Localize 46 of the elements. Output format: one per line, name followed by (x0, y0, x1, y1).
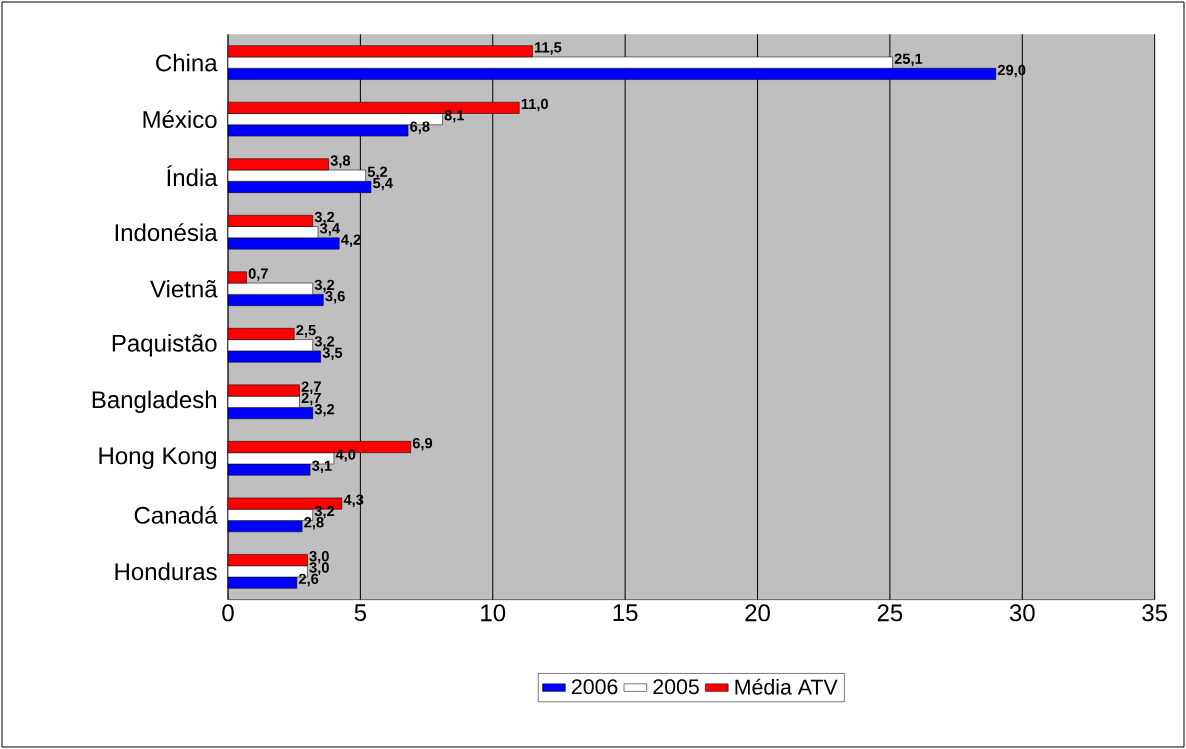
y-tick-label: México (143, 110, 217, 129)
x-tick-label: 25 (877, 604, 903, 622)
data-label: 2,7 (301, 381, 321, 394)
y-tick-label: Canadá (134, 505, 218, 524)
x-tick-label: 0 (222, 604, 234, 622)
data-label: 2,5 (296, 324, 316, 338)
y-tick-label: Indonésia (115, 223, 218, 242)
x-tick-label: 30 (1009, 604, 1035, 622)
data-label: 4,0 (335, 449, 356, 462)
data-label: 3,2 (314, 505, 335, 519)
x-tick-label: 35 (1142, 604, 1167, 622)
y-tick-label: China (156, 53, 218, 72)
data-label: 3,4 (319, 223, 340, 236)
legend-label: Média ATV (735, 678, 838, 695)
data-label: 3,0 (309, 562, 329, 575)
data-label: 6,9 (412, 437, 433, 451)
x-tick-label: 20 (745, 604, 770, 622)
y-tick-label: Hong Kong (99, 447, 217, 470)
data-label: 11,0 (521, 98, 548, 112)
data-label: 11,5 (535, 42, 562, 55)
data-label: 2,8 (304, 517, 324, 530)
data-label: 25,1 (894, 53, 923, 67)
data-label: 3,2 (314, 336, 335, 349)
y-tick-label: Paquistão (112, 334, 217, 357)
data-label: 3,6 (325, 290, 345, 304)
x-tick-label: 5 (354, 604, 367, 622)
data-label: 3,8 (330, 155, 351, 168)
data-label: 3,5 (322, 347, 343, 361)
x-tick-label: 15 (613, 604, 638, 622)
y-tick-label: Índia (167, 165, 218, 187)
data-label: 5,4 (373, 177, 393, 191)
x-tick-label: 10 (481, 604, 506, 622)
data-label: 3,0 (309, 551, 329, 564)
data-label: 6,8 (410, 121, 430, 134)
data-label: 2,7 (301, 392, 321, 406)
y-tick-label: Honduras (115, 562, 217, 581)
data-label: 3,1 (312, 460, 332, 474)
data-label: 2,6 (298, 573, 319, 587)
data-label: 3,2 (314, 404, 335, 417)
data-label: 0,7 (248, 268, 268, 281)
legend-label: 2006 (571, 679, 618, 695)
y-tick-label: Vietnã (150, 279, 218, 298)
data-label: 3,2 (314, 211, 335, 225)
y-tick-label: Bangladesh (92, 390, 217, 413)
data-label: 3,2 (314, 279, 335, 293)
legend-label: 2005 (653, 679, 699, 695)
